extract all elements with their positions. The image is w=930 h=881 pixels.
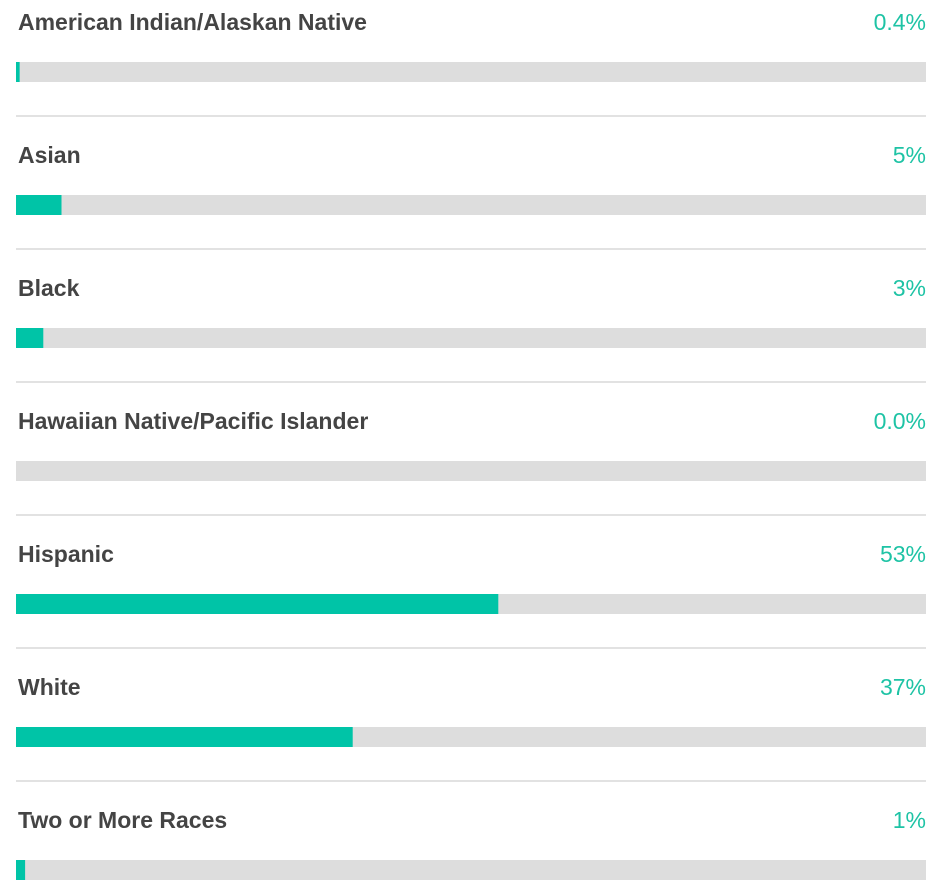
bar-track	[16, 195, 926, 215]
bar	[16, 328, 44, 348]
bar	[16, 195, 62, 215]
bar-track	[16, 860, 926, 880]
category-label: Asian	[18, 142, 81, 168]
bar-track	[16, 461, 926, 481]
category-label: White	[18, 674, 81, 700]
value-label: 5%	[893, 142, 926, 168]
bar-track	[16, 328, 926, 348]
value-label: 1%	[893, 807, 926, 833]
category-label: Hispanic	[18, 541, 114, 567]
bar	[16, 860, 26, 880]
bar-track	[16, 62, 926, 82]
category-label: American Indian/Alaskan Native	[18, 9, 367, 35]
value-label: 0.0%	[874, 408, 926, 434]
category-label: Black	[18, 275, 80, 301]
value-label: 53%	[880, 541, 926, 567]
bar	[16, 727, 353, 747]
value-label: 0.4%	[874, 9, 926, 35]
category-label: Hawaiian Native/Pacific Islander	[18, 408, 368, 434]
value-label: 37%	[880, 674, 926, 700]
category-label: Two or More Races	[18, 807, 227, 833]
value-label: 3%	[893, 275, 926, 301]
bar	[16, 62, 20, 82]
bar	[16, 594, 499, 614]
